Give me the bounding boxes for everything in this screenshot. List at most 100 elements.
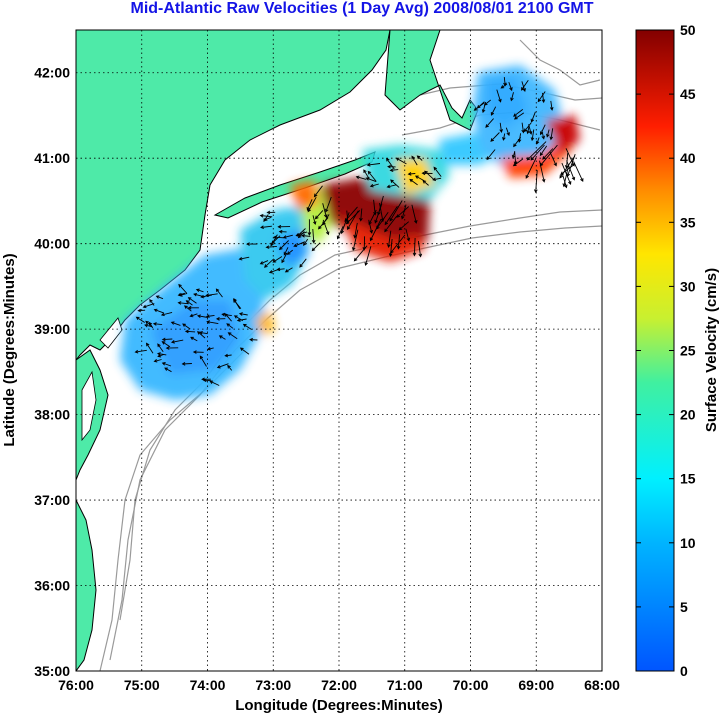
velocity-arrow <box>546 129 550 138</box>
velocity-arrow <box>226 323 234 329</box>
colorbar-label: Surface Velocity (cm/s) <box>703 268 720 432</box>
velocity-arrow <box>389 200 403 222</box>
velocity-arrow <box>233 298 241 310</box>
velocity-arrow <box>205 293 218 297</box>
chesapeake-bay <box>81 370 97 442</box>
velocity-arrow <box>500 83 508 89</box>
velocity-arrow <box>541 92 546 104</box>
velocity-arrow <box>195 288 204 293</box>
colorbar-tick-label: 30 <box>680 278 696 294</box>
velocity-arrow <box>134 349 147 354</box>
y-axis-label: Latitude (Degrees:Minutes) <box>1 253 18 446</box>
velocity-arrow <box>277 224 291 229</box>
velocity-arrow <box>384 215 398 233</box>
velocity-arrow <box>265 245 277 249</box>
velocity-arrow <box>184 329 196 334</box>
velocity-arrow <box>153 358 162 363</box>
velocity-arrow <box>209 380 220 386</box>
velocity-arrow <box>170 321 181 326</box>
velocity-arrow <box>281 252 288 264</box>
x-tick-label: 73:00 <box>255 677 291 693</box>
velocity-arrow <box>178 283 188 294</box>
velocity-arrow <box>183 305 192 312</box>
velocity-arrow <box>535 137 540 145</box>
colorbar-tick-label: 25 <box>680 343 696 359</box>
velocity-arrow <box>481 104 486 114</box>
velocity-arrow <box>259 213 273 218</box>
colorbar-tick-label: 15 <box>680 471 696 487</box>
velocity-arrow <box>421 171 433 176</box>
velocity-arrow <box>306 199 313 211</box>
velocity-arrow <box>153 308 165 314</box>
velocity-arrow <box>164 367 172 373</box>
y-tick-labels: 42:00 41:00 40:00 39:00 38:00 37:00 36:00 35:00 <box>34 65 70 679</box>
velocity-arrow <box>485 118 494 128</box>
velocity-arrow <box>142 303 155 309</box>
velocity-arrow <box>486 149 496 161</box>
velocity-arrow <box>530 129 535 142</box>
velocity-arrow <box>161 337 173 342</box>
velocity-arrow <box>549 100 554 111</box>
velocity-arrow <box>369 183 379 188</box>
delaware-bay <box>99 317 123 349</box>
velocity-arrow <box>278 240 289 251</box>
velocity-arrow <box>407 172 416 176</box>
velocity-arrow <box>205 314 215 318</box>
velocity-arrow <box>313 185 323 198</box>
velocity-arrow <box>513 151 518 166</box>
velocity-arrow <box>432 177 442 182</box>
velocity-arrow <box>362 236 367 251</box>
velocity-arrow <box>549 128 554 141</box>
velocity-arrow <box>508 81 513 92</box>
velocity-arrow <box>363 169 370 180</box>
velocity-arrow <box>517 133 522 143</box>
velocity-arrow <box>539 144 558 167</box>
velocity-arrow <box>364 246 372 267</box>
velocity-arrow <box>405 228 411 242</box>
plot-frame <box>75 29 603 672</box>
colorbar-tick-label: 10 <box>680 535 696 551</box>
velocity-arrow <box>177 301 189 305</box>
velocity-arrow <box>368 219 374 234</box>
velocity-arrow <box>283 247 289 256</box>
y-tick-label: 36:00 <box>34 578 70 594</box>
page-title: Mid-Atlantic Raw Velocities (1 Day Avg) … <box>130 0 594 17</box>
y-tick-label: 35:00 <box>34 663 70 679</box>
velocity-arrow <box>144 323 153 328</box>
velocity-arrow <box>155 295 164 300</box>
velocity-arrow <box>566 154 576 178</box>
velocity-arrow <box>249 337 258 342</box>
velocity-arrows <box>134 77 584 386</box>
x-tick-label: 68:00 <box>584 677 620 693</box>
velocity-arrow <box>414 175 425 181</box>
velocity-arrow <box>530 111 536 123</box>
velocity-arrow <box>390 179 400 188</box>
velocity-arrow <box>272 256 283 263</box>
velocity-arrow <box>170 339 184 344</box>
velocity-arrow <box>359 208 363 222</box>
velocity-arrow <box>157 343 164 353</box>
velocity-arrow <box>387 164 396 169</box>
velocity-arrow <box>187 297 197 304</box>
velocity-arrow <box>160 311 173 317</box>
velocity-arrow <box>264 258 275 268</box>
x-tick-label: 71:00 <box>387 677 423 693</box>
velocity-arrow <box>266 210 276 215</box>
velocity-arrow <box>135 316 145 323</box>
colorbar-tick-label: 45 <box>680 86 696 102</box>
velocity-arrow <box>366 162 381 167</box>
velocity-arrow <box>526 141 547 161</box>
velocity-arrow <box>201 377 211 382</box>
land-mass <box>76 30 391 361</box>
velocity-arrow <box>537 91 546 103</box>
velocity-arrow <box>373 199 377 216</box>
velocity-arrow <box>499 122 503 133</box>
velocity-arrow <box>314 210 324 220</box>
velocity-arrow <box>505 127 510 137</box>
velocity-arrow <box>411 204 418 224</box>
velocity-arrow <box>145 342 154 354</box>
velocity-arrow <box>218 335 226 340</box>
velocity-arrow <box>206 320 219 325</box>
